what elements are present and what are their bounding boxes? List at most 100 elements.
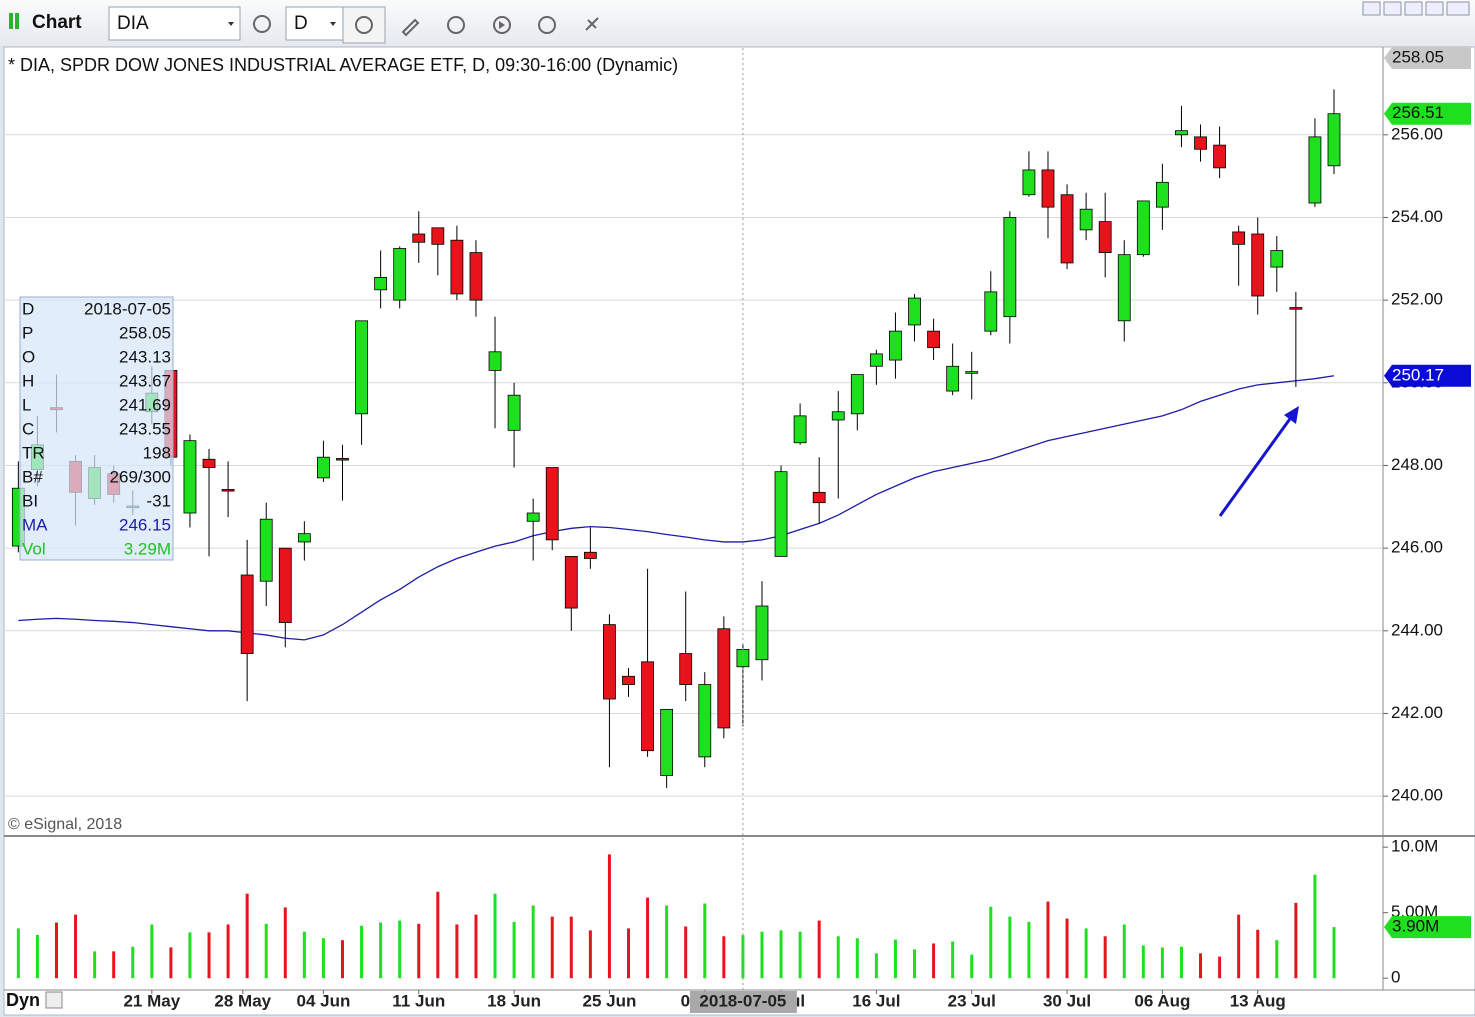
volume-bar: [646, 897, 650, 979]
window-buttons[interactable]: [1362, 1, 1470, 16]
chart-title: * DIA, SPDR DOW JONES INDUSTRIAL AVERAGE…: [8, 55, 678, 75]
volume-bar: [932, 943, 936, 979]
time-button[interactable]: [342, 6, 386, 44]
volume-bar: [1199, 953, 1203, 979]
settings-icon[interactable]: [253, 15, 271, 33]
volume-bar: [150, 924, 154, 979]
data-window-label: D: [22, 299, 34, 318]
candle-body: [183, 440, 197, 514]
y-tick-label: 256.00: [1391, 124, 1443, 143]
copyright: © eSignal, 2018: [8, 816, 122, 833]
candle-body: [431, 227, 445, 245]
candle-body: [317, 456, 330, 479]
volume-bar: [913, 949, 917, 979]
candle-body: [240, 574, 254, 654]
candle-body: [927, 330, 940, 349]
data-window-label: L: [22, 395, 31, 414]
volume-bar: [417, 923, 421, 979]
candle-body: [1213, 144, 1226, 169]
data-window: [19, 296, 174, 561]
volume-bar: [1065, 918, 1069, 979]
data-window-label: B#: [22, 467, 43, 486]
candle-body: [1117, 254, 1131, 322]
toolbar: [0, 0, 1475, 46]
interval-text: D: [294, 13, 308, 34]
candle-body: [1270, 250, 1284, 268]
volume-bar: [1332, 927, 1336, 979]
cursor-price-label-flag: [1384, 47, 1471, 69]
volume-bar: [741, 935, 745, 979]
link-icon[interactable]: [585, 17, 599, 31]
ma-last-label: 250.17: [1392, 365, 1444, 384]
candle-body: [1232, 231, 1246, 245]
candle-body: [812, 491, 826, 504]
data-window-label: O: [22, 347, 35, 366]
x-tick-label: 13 Aug: [1230, 991, 1286, 1010]
study-icon[interactable]: [447, 16, 465, 34]
data-window-value: 269/300: [110, 467, 171, 486]
data-window-value: 241.69: [119, 395, 171, 414]
candle-body: [355, 320, 368, 415]
volume-bar: [131, 946, 135, 979]
annotation-arrow: [1218, 406, 1299, 517]
moving-average-line: [18, 375, 1335, 641]
candle-body: [202, 458, 216, 468]
volume-bar: [226, 924, 230, 979]
x-tick-label: 06 Aug: [1134, 991, 1190, 1010]
data-window-value: 246.15: [119, 515, 171, 534]
dropdown-arrow: [330, 22, 336, 26]
volume-bar: [474, 914, 478, 979]
volume-bar: [283, 907, 287, 979]
volume-last-label-flag: [1384, 916, 1471, 939]
candle-body: [908, 297, 921, 326]
data-window-label: TR: [22, 443, 45, 462]
y-tick-label: 244.00: [1391, 620, 1443, 639]
volume-bar: [398, 920, 402, 979]
x-tick-label: 21 May: [123, 991, 180, 1010]
candle-body: [717, 628, 731, 729]
data-window-label: P: [22, 323, 33, 342]
candle-body: [469, 252, 483, 301]
symbol-text: DIA: [117, 13, 149, 34]
y-tick-label: 242.00: [1391, 703, 1443, 722]
data-window-label: MA: [22, 515, 48, 534]
volume-bar: [1008, 916, 1012, 979]
candle-body: [1003, 217, 1017, 318]
volume-bar: [169, 947, 173, 979]
alert-icon[interactable]: [538, 16, 556, 34]
data-window-value: 243.13: [119, 347, 171, 366]
cursor-date: 2018-07-05: [699, 991, 786, 1010]
data-window-value: 198: [143, 443, 171, 462]
volume-bar: [874, 953, 878, 979]
candle-body: [564, 556, 578, 609]
volume-bar: [1122, 924, 1126, 979]
candle-body: [965, 371, 979, 374]
volume-bar: [951, 941, 955, 979]
volume-tick-label: 0: [1391, 968, 1400, 987]
x-tick-label: 28 May: [214, 991, 271, 1010]
candle-body: [545, 467, 559, 541]
candle-body: [889, 330, 902, 361]
volume-bar: [1313, 874, 1317, 979]
volume-bar: [817, 920, 821, 979]
data-window-label: H: [22, 371, 34, 390]
candle-body: [1136, 200, 1150, 256]
candle-body: [1194, 136, 1207, 150]
volume-bar: [340, 940, 344, 979]
ma-last-label-flag: [1384, 364, 1471, 387]
candle-body: [641, 661, 654, 752]
candle-body: [450, 239, 464, 295]
candle-body: [946, 365, 960, 392]
dropdown-arrow: [228, 22, 234, 26]
candle-body: [259, 518, 273, 582]
candle-body: [984, 291, 998, 332]
data-window-label: C: [22, 419, 34, 438]
play-icon[interactable]: [493, 16, 511, 34]
x-tick-label: 18 Jun: [487, 991, 541, 1010]
symbol-input[interactable]: [108, 6, 241, 41]
candle-body: [774, 471, 788, 557]
volume-bar: [893, 939, 897, 979]
candle-body: [1308, 136, 1322, 204]
draw-icon[interactable]: [401, 18, 420, 37]
lock-button[interactable]: [45, 991, 63, 1009]
